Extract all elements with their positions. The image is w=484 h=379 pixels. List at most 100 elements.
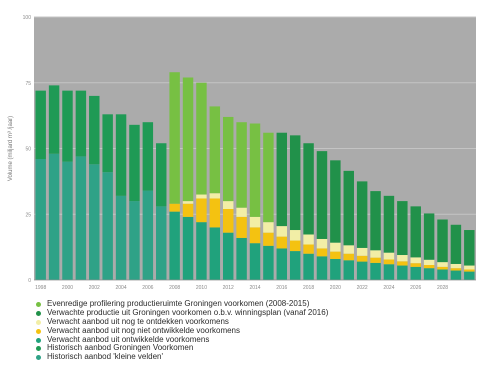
bar-segment [343,260,354,280]
bar-segment [303,253,314,280]
bar-segment [249,123,261,217]
bar-segment [289,251,301,280]
bar-segment [343,253,354,261]
bar-segment [102,114,113,173]
bar-segment [35,159,46,280]
legend-item: Verwacht aanbod uit ontwikkelde voorkome… [36,335,476,345]
legend-marker-icon [36,355,41,361]
bar-segment [423,268,435,280]
chart-legend: Evenredige profilering productieruimte G… [36,299,476,362]
x-tick-label: 2020 [330,285,341,291]
bar-segment [236,237,247,280]
bar-segment [423,265,435,269]
bar-segment [169,72,180,204]
bar-segment [62,90,73,162]
bar-segment [209,227,221,280]
bar-segment [370,191,381,251]
bar-segment [316,248,328,257]
x-tick-label: 2014 [249,285,260,291]
x-tick-label: 2018 [303,285,314,291]
bar-segment [156,143,167,207]
bar-segment [169,211,180,280]
bar-segment [89,164,100,280]
bar-segment [450,270,462,280]
bar-segment [209,193,221,199]
bar-segment [383,259,395,265]
legend-marker-icon [36,328,41,334]
x-tick-label: 2028 [437,285,448,291]
bar-segment [222,208,234,233]
bar-segment [316,256,328,280]
legend-item: Verwacht aanbod uit nog te ontdekken voo… [36,316,476,327]
bar-segment [356,181,368,248]
x-tick-label: 2022 [357,285,368,291]
bar-segment [303,143,314,235]
legend-item: Historisch aanbod Groningen Voorkomen [36,344,476,353]
legend-marker-icon [36,337,41,343]
bar-segment [370,250,381,258]
bar-segment [343,245,354,254]
bar-segment [330,242,341,252]
x-tick-label: 2026 [410,285,421,291]
legend-label: Verwacht aanbod uit nog niet ontwikkelde… [47,325,241,335]
bar-segment [464,265,475,270]
bar-segment [330,251,341,259]
bar-segment [263,232,274,246]
bar-segment [464,269,475,272]
bar-segment [263,132,274,223]
bar-segment [196,194,207,199]
bar-segment [182,201,194,204]
bar-segment [437,219,448,263]
legend-marker-icon [36,319,41,325]
bar-segment [129,201,140,280]
bar-segment [89,95,100,165]
bar-segment [249,227,261,244]
x-tick-label: 2024 [383,285,394,291]
x-tick-label: 2002 [89,285,100,291]
bar-segment [397,261,408,266]
bar-segment [142,190,154,280]
bar-segment [397,265,408,280]
bar-segment [370,257,381,263]
bar-segment [129,124,140,202]
bar-segment [397,201,408,256]
bar-segment [276,248,288,280]
bar-segment [450,263,462,269]
bar-segment [249,216,261,228]
bar-segment [263,245,274,280]
y-tick-label: 25 [25,212,31,218]
bar-segment [263,222,274,233]
bar-segment [464,271,475,280]
bar-segment [356,255,368,262]
x-tick-label: 2000 [62,285,73,291]
legend-item: Verwacht aanbod uit nog niet ontwikkelde… [36,325,476,336]
bar-segment [35,90,46,160]
bar-segment [222,232,234,280]
bar-segment [196,198,207,223]
legend-label: Verwachte productie uit Groningen voorko… [47,307,329,317]
bar-segment [423,259,435,266]
bar-segment [383,264,395,280]
legend-label: Verwacht aanbod uit nog te ontdekken voo… [47,316,229,326]
bar-segment [182,203,194,217]
bar-segment [450,224,462,264]
bar-segment [316,151,328,239]
x-tick-label: 2010 [196,285,207,291]
bar-segment [209,198,221,228]
legend-marker-icon [36,310,41,316]
bar-segment [356,261,368,280]
x-tick-label: 2008 [169,285,180,291]
bar-segment [48,85,60,154]
legend-item: Evenredige profilering productieruimte G… [36,299,476,309]
y-axis-label: Volume (miljard m³ /jaar) [8,116,14,181]
bar-segment [222,116,234,202]
bar-segment [464,230,475,266]
bar-segment [370,262,381,280]
legend-label: Evenredige profilering productieruimte G… [47,299,310,308]
bar-segment [236,122,247,208]
bar-segment [437,262,448,267]
x-tick-label: 1998 [35,285,46,291]
bar-segment [182,77,194,202]
bar-segment [423,213,435,260]
